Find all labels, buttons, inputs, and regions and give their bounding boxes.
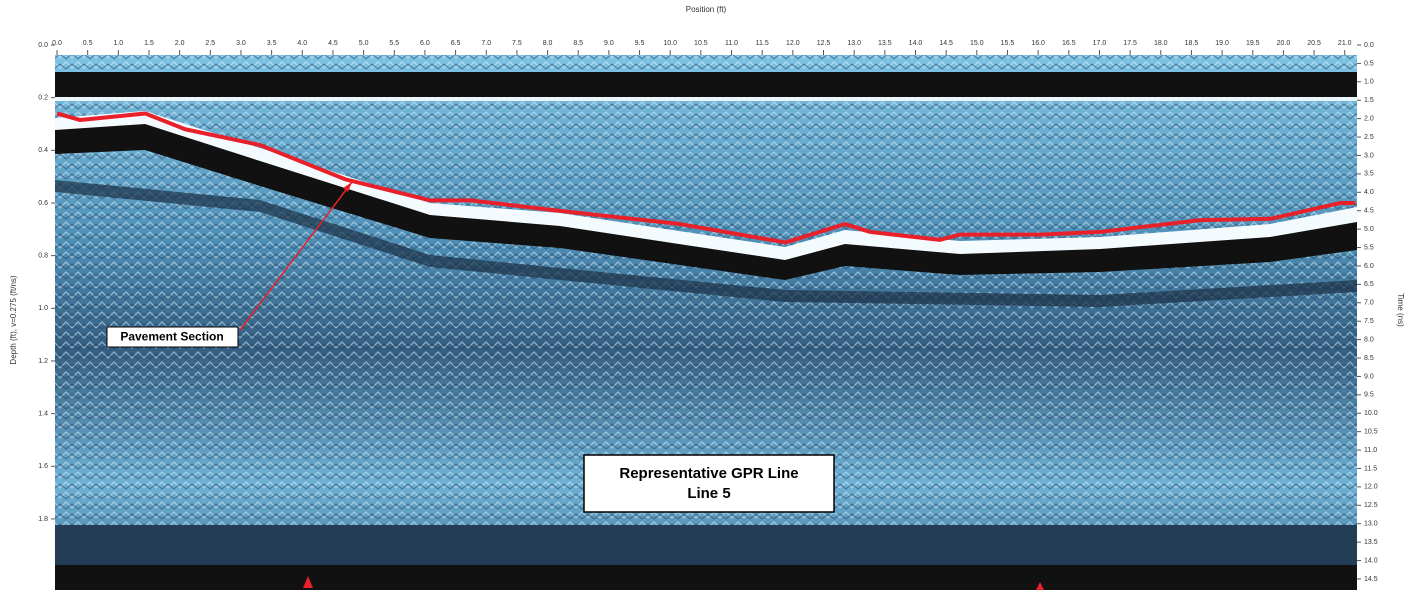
y-tick-label: 1.0 [38,305,48,312]
y2-tick-label: 3.0 [1364,152,1374,159]
y2-tick-label: 2.5 [1364,134,1374,141]
y2-tick-label: 3.5 [1364,171,1374,178]
y2-tick-label: 5.0 [1364,226,1374,233]
annotation: Line 5 [687,485,730,502]
x-tick-label: 18.0 [1154,40,1168,47]
y2-tick-label: 14.0 [1364,557,1378,564]
y2-tick-label: 4.0 [1364,189,1374,196]
x-tick-label: 15.0 [970,40,984,47]
annotation: Representative GPR Line [619,465,798,482]
x-tick-label: 6.0 [420,40,430,47]
x-tick-label: 16.5 [1062,40,1076,47]
y-tick-label: 0.6 [38,200,48,207]
x-axis-title: Position (ft) [686,5,727,14]
y2-axis-title: Time (ns) [1396,293,1405,327]
x-tick-label: 3.0 [236,40,246,47]
y2-tick-label: 11.5 [1364,465,1377,472]
y2-tick-label: 10.0 [1364,410,1378,417]
y2-tick-label: 0.5 [1364,60,1374,67]
annotation-box [584,455,834,512]
y2-tick-label: 13.0 [1364,521,1378,528]
x-tick-label: 1.5 [144,40,154,47]
y2-tick-label: 8.0 [1364,336,1374,343]
x-tick-label: 13.5 [878,40,892,47]
x-tick-label: 0.5 [83,40,93,47]
x-tick-label: 12.5 [817,40,831,47]
x-tick-label: 11.5 [756,40,769,47]
x-tick-label: 14.0 [909,40,923,47]
y2-tick-label: 5.5 [1364,244,1374,251]
x-tick-label: 17.5 [1123,40,1137,47]
y-axis-title: Depth (ft), v=0.275 (ft/ns) [9,275,18,364]
y-tick-label: 1.6 [38,463,48,470]
x-tick-label: 10.5 [694,40,708,47]
x-tick-label: 9.0 [604,40,614,47]
y2-tick-label: 7.5 [1364,318,1374,325]
x-tick-label: 11.0 [725,40,738,47]
y-tick-label: 1.2 [38,358,48,365]
x-tick-label: 8.0 [543,40,553,47]
y-tick-label: 0.2 [38,95,48,102]
x-tick-label: 2.0 [175,40,185,47]
y2-tick-label: 8.5 [1364,355,1374,362]
x-tick-label: 18.5 [1185,40,1199,47]
x-tick-label: 17.0 [1093,40,1107,47]
x-tick-label: 21.0 [1338,40,1352,47]
x-tick-label: 19.0 [1215,40,1229,47]
x-tick-label: 3.5 [267,40,277,47]
x-tick-label: 14.5 [939,40,953,47]
x-tick-label: 5.5 [389,40,399,47]
y-tick-label: 0.8 [38,252,48,259]
x-tick-label: 10.0 [663,40,677,47]
x-tick-label: 20.5 [1307,40,1321,47]
y-tick-label: 1.4 [38,410,48,417]
y2-tick-label: 14.5 [1364,576,1378,583]
y2-tick-label: 9.5 [1364,392,1374,399]
x-tick-label: 19.5 [1246,40,1260,47]
y-tick-label: 0.4 [38,147,48,154]
x-tick-label: 15.5 [1001,40,1015,47]
x-tick-label: 20.0 [1277,40,1291,47]
y2-tick-label: 6.5 [1364,281,1374,288]
y2-tick-label: 9.0 [1364,373,1374,380]
y-tick-label: 0.0 [38,42,48,49]
x-tick-label: 6.5 [451,40,461,47]
y2-tick-label: 7.0 [1364,300,1374,307]
y2-tick-label: 4.5 [1364,208,1374,215]
y2-tick-label: 12.5 [1364,502,1378,509]
y2-tick-label: 6.0 [1364,263,1374,270]
annotation: Pavement Section [120,330,223,344]
x-tick-label: 13.0 [847,40,861,47]
x-tick-label: 0.0 [52,40,62,47]
y2-tick-label: 2.0 [1364,115,1374,122]
x-tick-label: 5.0 [359,40,369,47]
x-tick-label: 7.0 [481,40,491,47]
y2-tick-label: 10.5 [1364,428,1378,435]
page: {"chart_data": {"type": "line", "xlabel"… [0,0,1413,593]
x-tick-label: 4.5 [328,40,338,47]
y2-tick-label: 11.0 [1364,447,1377,454]
x-tick-label: 7.5 [512,40,522,47]
x-tick-label: 16.0 [1031,40,1045,47]
y2-tick-label: 12.0 [1364,484,1378,491]
x-tick-label: 4.0 [297,40,307,47]
x-tick-label: 2.5 [205,40,215,47]
y2-tick-label: 0.0 [1364,42,1374,49]
x-tick-label: 12.0 [786,40,800,47]
y2-tick-label: 1.5 [1364,97,1374,104]
y2-tick-label: 13.5 [1364,539,1378,546]
x-tick-label: 8.5 [573,40,583,47]
y2-tick-label: 1.0 [1364,79,1374,86]
y-tick-label: 1.8 [38,516,48,523]
chart: Position (ft) Depth (ft), v=0.275 (ft/ns… [0,0,1413,593]
x-tick-label: 1.0 [113,40,123,47]
x-tick-label: 9.5 [635,40,645,47]
